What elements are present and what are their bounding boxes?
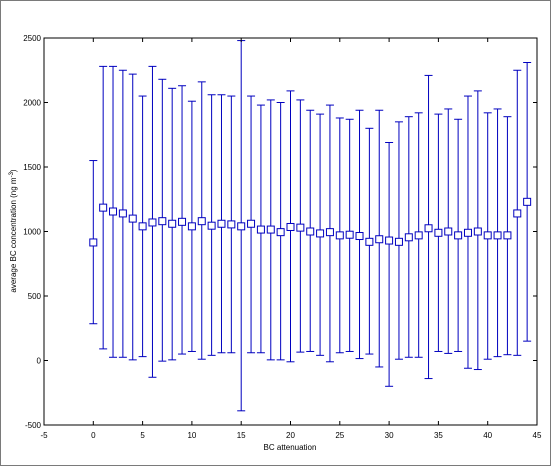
data-point [178,217,187,226]
y-tick-label: -500 [25,421,42,430]
data-point [483,231,492,240]
data-point [513,209,522,218]
x-tick-label: 20 [286,431,295,440]
y-axis-ticks: -500 0 500 1000 1500 2000 2500 [23,34,537,430]
data-markers [89,197,532,247]
data-point [256,225,265,234]
x-tick-label: 25 [335,431,344,440]
data-point [325,228,334,237]
x-tick-label: 5 [140,431,145,440]
data-point [444,227,453,236]
y-tick-label: 1500 [23,163,41,172]
data-point [109,207,118,216]
data-point [394,237,403,246]
x-tick-label: 35 [434,431,443,440]
y-axis-label: average BC concentration (ng m-3) [9,169,18,293]
data-point [276,228,285,237]
data-point [207,221,216,230]
y-tick-label: 2000 [23,99,41,108]
data-point [118,209,127,218]
data-point [99,203,108,212]
data-point [138,222,147,231]
data-point [523,197,532,206]
data-point [128,214,137,223]
x-axis-label: BC attenuation [264,443,317,452]
data-point [168,219,177,228]
data-point [266,225,275,234]
x-tick-label: 30 [385,431,394,440]
data-point [316,229,325,238]
x-tick-label: 10 [187,431,196,440]
data-point [148,218,157,227]
x-tick-label: 0 [91,431,96,440]
x-axis-ticks: -5 0 5 10 15 20 25 30 35 40 45 [40,38,542,440]
data-point [473,227,482,236]
data-point [89,238,98,247]
data-point [286,222,295,231]
data-point [375,235,384,244]
data-point [217,219,226,228]
data-point [247,219,256,228]
data-point [434,228,443,237]
data-point [227,220,236,229]
data-point [493,231,502,240]
data-point [404,233,413,242]
data-point [296,223,305,232]
data-point [237,222,246,231]
x-tick-label: 45 [533,431,542,440]
x-tick-label: 40 [483,431,492,440]
data-point [345,230,354,239]
error-bar [385,141,394,387]
data-point [454,231,463,240]
data-point [365,237,374,246]
data-point [414,231,423,240]
data-point [306,227,315,236]
y-tick-label: 500 [28,292,42,301]
data-point [503,231,512,240]
y-axis-label-main: average BC concentration (ng m [9,177,18,293]
y-tick-label: 2500 [23,34,41,43]
y-tick-label: 1000 [23,228,41,237]
y-tick-label: 0 [37,357,42,366]
data-point [187,222,196,231]
y-axis-label-tail: ) [9,169,18,172]
data-point [158,217,167,226]
data-point [335,231,344,240]
data-point [463,228,472,237]
x-tick-label: 15 [237,431,246,440]
data-point [197,217,206,226]
x-tick-label: -5 [40,431,48,440]
data-point [355,232,364,241]
y-axis-label-superscript: -3 [9,171,15,177]
data-point [385,236,394,245]
data-point [424,224,433,233]
